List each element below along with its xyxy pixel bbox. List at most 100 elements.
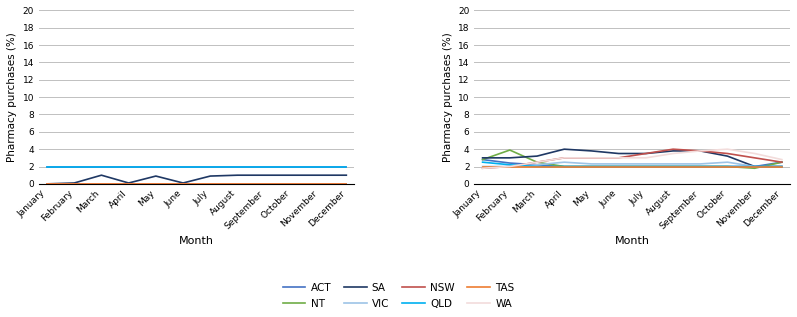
WA [696,149,705,153]
ACT [587,165,596,168]
ACT [179,165,188,168]
Line: VIC: VIC [483,162,782,166]
VIC [587,162,596,166]
VIC [532,163,542,167]
SA [532,154,542,158]
Line: SA: SA [47,175,347,184]
NT [478,158,488,161]
QLD [478,160,488,164]
TAS [750,165,760,168]
VIC [342,182,351,186]
TAS [314,182,324,186]
QLD [260,165,269,168]
VIC [614,162,623,166]
SA [478,156,488,160]
TAS [614,165,623,168]
NT [532,160,542,164]
SA [42,182,52,186]
TAS [668,165,677,168]
QLD [641,165,650,168]
NSW [559,156,569,160]
VIC [505,165,515,168]
TAS [478,165,488,168]
VIC [777,165,787,168]
NSW [42,182,52,186]
VIC [42,182,52,186]
WA [69,183,79,187]
TAS [42,182,52,186]
SA [668,149,677,153]
NT [42,182,52,186]
NT [696,165,705,168]
NT [69,182,79,186]
NT [96,182,106,186]
VIC [179,182,188,186]
X-axis label: Month: Month [179,236,214,246]
WA [124,183,133,187]
NSW [287,182,296,186]
ACT [750,165,760,168]
TAS [124,182,133,186]
WA [559,156,569,160]
NSW [723,152,732,155]
QLD [777,165,787,168]
WA [179,183,188,187]
WA [614,156,623,160]
NSW [614,156,623,160]
SA [559,147,569,151]
NSW [696,149,705,153]
WA [723,147,732,151]
SA [260,173,269,177]
QLD [723,165,732,168]
NSW [505,165,515,168]
ACT [151,165,161,168]
TAS [260,182,269,186]
NT [559,165,569,168]
WA [532,160,542,164]
Line: WA: WA [483,149,782,168]
QLD [287,165,296,168]
ACT [287,165,296,168]
Line: NT: NT [483,150,782,168]
NT [723,165,732,168]
TAS [233,182,242,186]
VIC [641,162,650,166]
VIC [233,182,242,186]
NSW [179,182,188,186]
VIC [314,182,324,186]
SA [342,173,351,177]
NT [287,182,296,186]
NT [342,182,351,186]
NT [750,166,760,170]
VIC [96,182,106,186]
NSW [750,156,760,160]
QLD [668,165,677,168]
ACT [42,165,52,168]
ACT [96,165,106,168]
ACT [206,165,215,168]
X-axis label: Month: Month [614,236,650,246]
TAS [696,165,705,168]
SA [124,181,133,185]
WA [42,183,52,187]
VIC [287,182,296,186]
SA [206,174,215,178]
VIC [696,162,705,166]
TAS [587,165,596,168]
ACT [641,165,650,168]
NSW [532,160,542,164]
NSW [641,152,650,155]
QLD [179,165,188,168]
NSW [233,182,242,186]
WA [260,183,269,187]
WA [668,152,677,155]
ACT [532,163,542,167]
ACT [668,165,677,168]
NSW [777,160,787,164]
VIC [206,182,215,186]
ACT [69,165,79,168]
NT [179,182,188,186]
WA [96,183,106,187]
WA [151,183,161,187]
QLD [206,165,215,168]
